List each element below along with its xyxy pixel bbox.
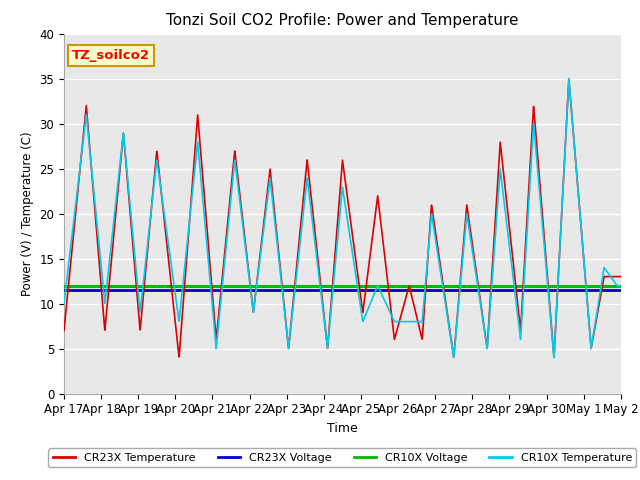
X-axis label: Time: Time bbox=[327, 422, 358, 435]
Legend: CR23X Temperature, CR23X Voltage, CR10X Voltage, CR10X Temperature: CR23X Temperature, CR23X Voltage, CR10X … bbox=[49, 448, 636, 467]
Y-axis label: Power (V) / Temperature (C): Power (V) / Temperature (C) bbox=[21, 132, 34, 296]
Text: TZ_soilco2: TZ_soilco2 bbox=[72, 49, 150, 62]
Title: Tonzi Soil CO2 Profile: Power and Temperature: Tonzi Soil CO2 Profile: Power and Temper… bbox=[166, 13, 518, 28]
